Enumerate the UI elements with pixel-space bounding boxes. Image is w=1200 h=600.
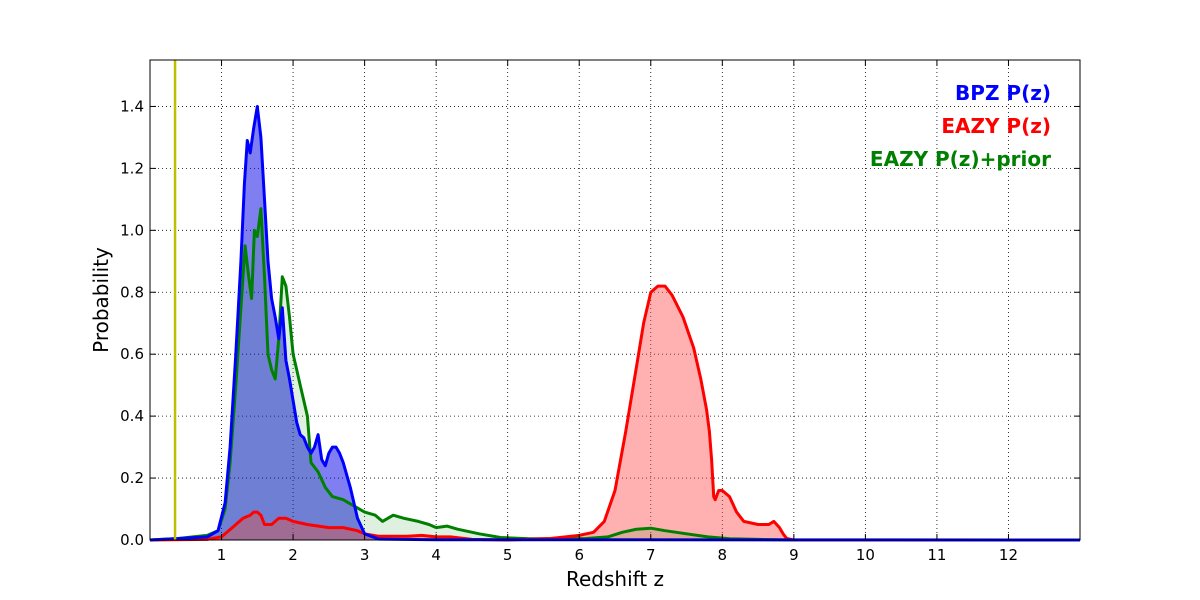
x-axis-label: Redshift z (566, 567, 664, 591)
series-area-eazy-prior (150, 208, 1080, 540)
x-tick-label: 8 (718, 546, 728, 564)
x-tick-label: 3 (360, 546, 370, 564)
ticks-layer: 1 2 3 4 5 6 7 8 9 10 11 120.00.20.40.60.81.01.21.4 (120, 60, 1080, 564)
y-tick-label: 0.6 (120, 345, 144, 363)
y-tick-label: 1.4 (120, 97, 144, 115)
x-tick-label: 1 (217, 546, 227, 564)
series-line-eazy-prior (149, 207, 1080, 542)
series-layer (149, 105, 1081, 542)
x-tick-label: 10 (856, 546, 875, 564)
grid (150, 60, 1080, 541)
legend-label-bpz: BPZ P(z) (955, 81, 1051, 105)
y-tick-label: 1.2 (120, 159, 144, 177)
y-tick-label: 0.2 (120, 469, 144, 487)
legend-label-eazy: EAZY P(z) (941, 114, 1051, 138)
series-line-eazy (149, 284, 1080, 542)
x-tick-label: 6 (574, 546, 584, 564)
x-tick-label: 7 (646, 546, 656, 564)
legend-label-eazy-prior: EAZY P(z)+prior (870, 147, 1051, 171)
y-tick-label: 0.0 (120, 531, 144, 549)
y-tick-label: 0.8 (120, 283, 144, 301)
series-area-bpz (150, 106, 1080, 540)
series-line-bpz (149, 105, 1081, 542)
x-tick-label: 11 (927, 546, 946, 564)
x-tick-label: 9 (789, 546, 799, 564)
y-tick-label: 1.0 (120, 221, 144, 239)
x-tick-label: 5 (503, 546, 513, 564)
x-tick-label: 2 (288, 546, 298, 564)
x-tick-label: 12 (999, 546, 1018, 564)
y-tick-label: 0.4 (120, 407, 144, 425)
legend: BPZ P(z) EAZY P(z) EAZY P(z)+prior (870, 81, 1051, 171)
plot-frame (149, 59, 1081, 541)
x-tick-label: 4 (431, 546, 441, 564)
y-axis-label: Probability (89, 247, 113, 353)
